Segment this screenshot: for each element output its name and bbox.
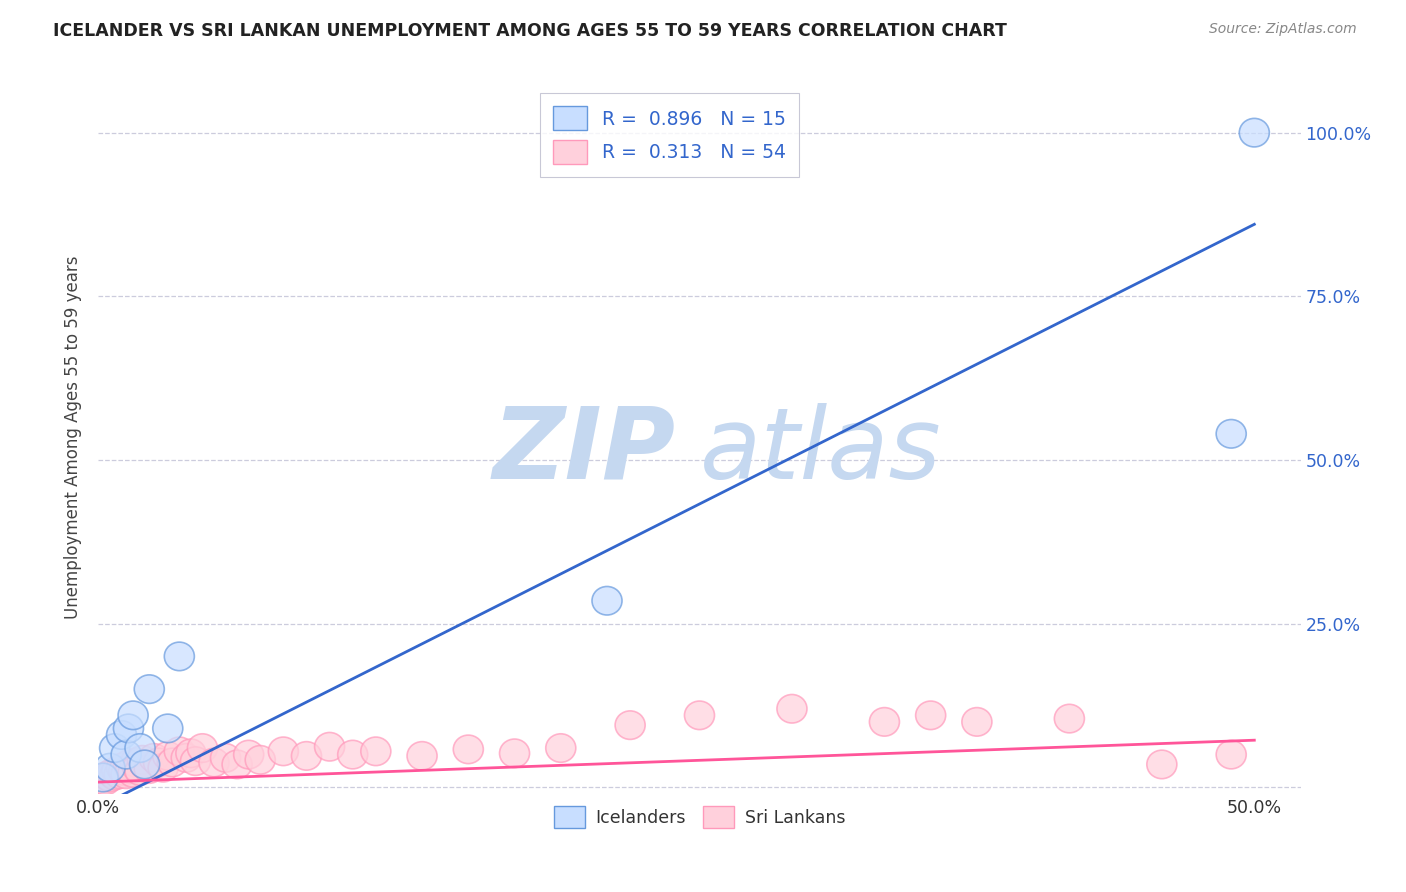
Ellipse shape: [153, 714, 183, 743]
Ellipse shape: [187, 734, 218, 763]
Ellipse shape: [129, 750, 160, 779]
Text: Source: ZipAtlas.com: Source: ZipAtlas.com: [1209, 22, 1357, 37]
Ellipse shape: [118, 759, 148, 788]
Ellipse shape: [592, 586, 621, 615]
Ellipse shape: [453, 735, 484, 764]
Ellipse shape: [408, 741, 437, 770]
Ellipse shape: [96, 764, 125, 792]
Ellipse shape: [100, 761, 129, 789]
Ellipse shape: [233, 740, 264, 769]
Ellipse shape: [107, 754, 136, 782]
Ellipse shape: [121, 748, 150, 777]
Ellipse shape: [291, 741, 322, 770]
Ellipse shape: [115, 755, 146, 783]
Ellipse shape: [101, 756, 132, 785]
Ellipse shape: [114, 750, 143, 779]
Ellipse shape: [128, 746, 157, 774]
Ellipse shape: [200, 748, 229, 777]
Ellipse shape: [134, 755, 165, 783]
Ellipse shape: [111, 760, 141, 789]
Ellipse shape: [962, 707, 991, 736]
Ellipse shape: [546, 734, 576, 763]
Ellipse shape: [89, 765, 118, 794]
Ellipse shape: [107, 721, 136, 749]
Text: ICELANDER VS SRI LANKAN UNEMPLOYMENT AMONG AGES 55 TO 59 YEARS CORRELATION CHART: ICELANDER VS SRI LANKAN UNEMPLOYMENT AMO…: [53, 22, 1007, 40]
Ellipse shape: [89, 764, 118, 792]
Legend: Icelanders, Sri Lankans: Icelanders, Sri Lankans: [547, 799, 852, 835]
Ellipse shape: [1239, 119, 1270, 147]
Ellipse shape: [685, 701, 714, 730]
Ellipse shape: [108, 756, 139, 785]
Ellipse shape: [915, 701, 946, 730]
Ellipse shape: [245, 746, 276, 774]
Ellipse shape: [122, 754, 153, 782]
Ellipse shape: [361, 737, 391, 765]
Ellipse shape: [114, 714, 143, 743]
Ellipse shape: [211, 744, 240, 772]
Ellipse shape: [180, 747, 211, 775]
Ellipse shape: [153, 741, 183, 770]
Ellipse shape: [165, 642, 194, 671]
Text: ZIP: ZIP: [492, 403, 675, 500]
Ellipse shape: [118, 701, 148, 730]
Ellipse shape: [778, 695, 807, 723]
Ellipse shape: [148, 754, 179, 782]
Ellipse shape: [499, 739, 530, 767]
Text: atlas: atlas: [699, 403, 941, 500]
Ellipse shape: [100, 734, 129, 763]
Ellipse shape: [125, 756, 155, 785]
Ellipse shape: [90, 766, 121, 795]
Ellipse shape: [96, 754, 125, 782]
Ellipse shape: [614, 711, 645, 739]
Ellipse shape: [157, 748, 187, 777]
Ellipse shape: [165, 737, 194, 765]
Ellipse shape: [104, 760, 134, 789]
Ellipse shape: [111, 740, 141, 769]
Ellipse shape: [222, 750, 252, 779]
Ellipse shape: [93, 761, 122, 789]
Ellipse shape: [143, 748, 173, 777]
Ellipse shape: [129, 750, 160, 779]
Y-axis label: Unemployment Among Ages 55 to 59 years: Unemployment Among Ages 55 to 59 years: [63, 255, 82, 619]
Ellipse shape: [176, 739, 205, 767]
Ellipse shape: [869, 707, 900, 736]
Ellipse shape: [269, 737, 298, 765]
Ellipse shape: [315, 732, 344, 761]
Ellipse shape: [97, 759, 128, 788]
Ellipse shape: [337, 740, 368, 769]
Ellipse shape: [1216, 419, 1246, 448]
Ellipse shape: [1054, 705, 1084, 733]
Ellipse shape: [86, 768, 115, 797]
Ellipse shape: [139, 744, 169, 772]
Ellipse shape: [1147, 750, 1177, 779]
Ellipse shape: [134, 675, 165, 704]
Ellipse shape: [172, 744, 201, 772]
Ellipse shape: [1216, 740, 1246, 769]
Ellipse shape: [125, 734, 155, 763]
